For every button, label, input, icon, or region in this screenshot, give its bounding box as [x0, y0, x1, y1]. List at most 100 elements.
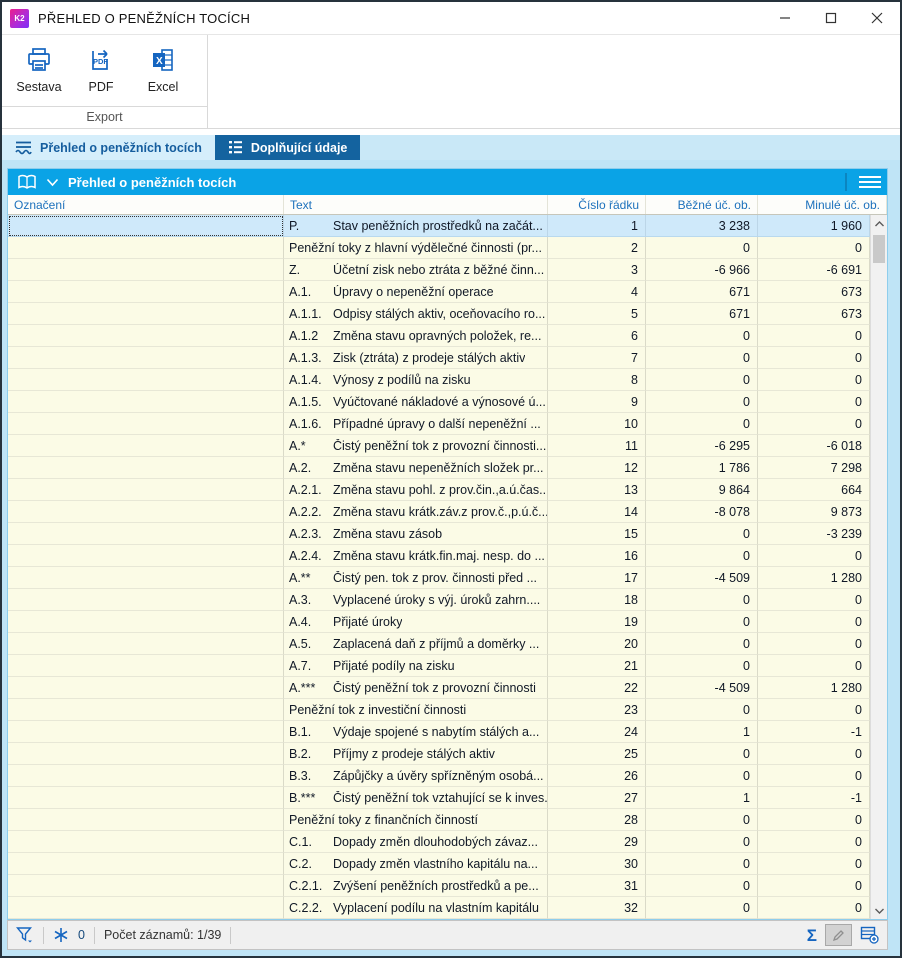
cell-previous-period: 0 — [758, 589, 870, 611]
table-row[interactable]: Peněžní tok z investiční činnosti 23 0 0 — [8, 699, 870, 721]
table-row[interactable]: P. Stav peněžních prostředků na začát...… — [8, 215, 870, 237]
cell-current-period: 0 — [646, 743, 758, 765]
cell-text: A.2.2. Změna stavu krátk.záv.z prov.č.,p… — [284, 501, 548, 523]
row-text: Účetní zisk nebo ztráta z běžné činn... — [333, 262, 545, 277]
row-prefix: A.1.2 — [289, 328, 319, 343]
table-row[interactable]: A.5. Zaplacená daň z příjmů a doměrky ..… — [8, 633, 870, 655]
table-row[interactable]: A.1.6. Případné úpravy o další nepeněžní… — [8, 413, 870, 435]
cell-text: B.3. Zápůjčky a úvěry spřízněným osobá..… — [284, 765, 548, 787]
table-row[interactable]: C.1. Dopady změn dlouhodobých závaz... 2… — [8, 831, 870, 853]
table-row[interactable]: A.4. Přijaté úroky 19 0 0 — [8, 611, 870, 633]
cell-previous-period: 0 — [758, 347, 870, 369]
row-text: Zvýšení peněžních prostředků a pe... — [333, 878, 539, 893]
table-row[interactable]: A.*** Čistý peněžní tok z provozní činno… — [8, 677, 870, 699]
table-row[interactable]: A.1. Úpravy o nepeněžní operace 4 671 67… — [8, 281, 870, 303]
row-text: Přijaté podíly na zisku — [333, 658, 455, 673]
excel-button[interactable]: X Excel — [132, 43, 194, 94]
column-header-minule-uc-ob[interactable]: Minulé úč. ob. — [758, 195, 887, 214]
maximize-button[interactable] — [808, 2, 854, 34]
cell-oznaceni — [8, 369, 284, 391]
table-row[interactable]: A.2.3. Změna stavu zásob 15 0 -3 239 — [8, 523, 870, 545]
cell-current-period: 1 — [646, 787, 758, 809]
row-prefix: B.1. — [289, 724, 312, 739]
row-text: Čistý peněžní tok vztahující se k inves.… — [333, 790, 547, 805]
table-row[interactable]: Peněžní toky z hlavní výdělečné činnosti… — [8, 237, 870, 259]
table-row[interactable]: A.* Čistý peněžní tok z provozní činnost… — [8, 435, 870, 457]
cell-previous-period: 0 — [758, 853, 870, 875]
tab-doplnujici-udaje[interactable]: Doplňující údaje — [214, 135, 361, 160]
book-icon[interactable] — [17, 174, 37, 190]
column-header-text[interactable]: Text — [284, 195, 548, 214]
cell-oznaceni — [8, 391, 284, 413]
sestava-button[interactable]: Sestava — [8, 43, 70, 94]
cell-oznaceni — [8, 479, 284, 501]
table-row[interactable]: A.2. Změna stavu nepeněžních složek pr..… — [8, 457, 870, 479]
grid-menu-button[interactable] — [853, 169, 887, 195]
cell-line-number: 27 — [548, 787, 646, 809]
cell-text: C.2.2. Vyplacení podílu na vlastním kapi… — [284, 897, 548, 919]
row-text: Přijaté úroky — [333, 614, 403, 629]
table-row[interactable]: B.1. Výdaje spojené s nabytím stálých a.… — [8, 721, 870, 743]
row-text: Změna stavu krátk.záv.z prov.č.,p.ú.č... — [333, 504, 547, 519]
chevron-down-icon[interactable] — [46, 178, 59, 187]
cell-oznaceni — [8, 457, 284, 479]
table-row[interactable]: A.1.4. Výnosy z podílů na zisku 8 0 0 — [8, 369, 870, 391]
table-row[interactable]: B.*** Čistý peněžní tok vztahující se k … — [8, 787, 870, 809]
close-button[interactable] — [854, 2, 900, 34]
table-row[interactable]: A.1.2 Změna stavu opravných položek, re.… — [8, 325, 870, 347]
table-row[interactable]: A.1.5. Vyúčtované nákladové a výnosové ú… — [8, 391, 870, 413]
cell-oznaceni — [8, 853, 284, 875]
table-row[interactable]: A.2.2. Změna stavu krátk.záv.z prov.č.,p… — [8, 501, 870, 523]
cell-current-period: 0 — [646, 589, 758, 611]
pdf-button[interactable]: PDF PDF — [70, 43, 132, 94]
row-text: Peněžní tok z investiční činnosti — [289, 702, 467, 717]
cell-oznaceni — [8, 589, 284, 611]
column-header-cislo-radku[interactable]: Číslo řádku — [548, 195, 646, 214]
cell-line-number: 20 — [548, 633, 646, 655]
add-record-button[interactable] — [860, 926, 879, 944]
table-row[interactable]: A.2.1. Změna stavu pohl. z prov.čin.,a.ú… — [8, 479, 870, 501]
cell-previous-period: 0 — [758, 765, 870, 787]
column-header-bezne-uc-ob[interactable]: Běžné úč. ob. — [646, 195, 758, 214]
cell-previous-period: 0 — [758, 699, 870, 721]
cell-line-number: 30 — [548, 853, 646, 875]
table-row[interactable]: B.3. Zápůjčky a úvěry spřízněným osobá..… — [8, 765, 870, 787]
freeze-button[interactable] — [53, 927, 69, 943]
scrollbar-track[interactable] — [871, 263, 887, 902]
sum-button[interactable]: Σ — [806, 925, 817, 945]
cell-oznaceni — [8, 523, 284, 545]
table-row[interactable]: B.2. Příjmy z prodeje stálých aktiv 25 0… — [8, 743, 870, 765]
cell-previous-period: 0 — [758, 897, 870, 919]
scroll-up-arrow[interactable] — [871, 215, 887, 232]
table-row[interactable]: C.2.1. Zvýšení peněžních prostředků a pe… — [8, 875, 870, 897]
table-row[interactable]: Z. Účetní zisk nebo ztráta z běžné činn.… — [8, 259, 870, 281]
column-header-oznaceni[interactable]: Označení — [8, 195, 284, 214]
scrollbar-thumb[interactable] — [873, 235, 885, 263]
table-row[interactable]: A.** Čistý pen. tok z prov. činnosti pře… — [8, 567, 870, 589]
table-row[interactable]: A.1.3. Zisk (ztráta) z prodeje stálých a… — [8, 347, 870, 369]
cell-current-period: 0 — [646, 545, 758, 567]
table-row[interactable]: C.2. Dopady změn vlastního kapitálu na..… — [8, 853, 870, 875]
table-row[interactable]: A.3. Vyplacené úroky s výj. úroků zahrn.… — [8, 589, 870, 611]
sestava-button-label: Sestava — [16, 80, 62, 94]
table-row[interactable]: A.7. Přijaté podíly na zisku 21 0 0 — [8, 655, 870, 677]
edit-button-disabled[interactable] — [825, 924, 852, 946]
table-row[interactable]: C.2.2. Vyplacení podílu na vlastním kapi… — [8, 897, 870, 919]
pencil-icon — [832, 929, 844, 941]
table-row[interactable]: A.1.1. Odpisy stálých aktiv, oceňovacího… — [8, 303, 870, 325]
tab-prehled-o-peneznich-tocich[interactable]: Přehled o peněžních tocích — [2, 135, 215, 160]
minimize-button[interactable] — [762, 2, 808, 34]
table-row[interactable]: A.2.4. Změna stavu krátk.fin.maj. nesp. … — [8, 545, 870, 567]
k2-app-icon: K2 — [10, 8, 29, 28]
vertical-scrollbar[interactable] — [870, 215, 887, 919]
cell-text: A.5. Zaplacená daň z příjmů a doměrky ..… — [284, 633, 548, 655]
cell-previous-period: 1 280 — [758, 567, 870, 589]
record-count: Počet záznamů: 1/39 — [103, 928, 222, 942]
filter-button[interactable] — [16, 926, 34, 944]
export-group-label: Export — [2, 106, 207, 128]
scroll-down-arrow[interactable] — [871, 902, 887, 919]
cell-text: A.1.2 Změna stavu opravných položek, re.… — [284, 325, 548, 347]
cell-oznaceni — [8, 699, 284, 721]
cell-current-period: 0 — [646, 853, 758, 875]
table-row[interactable]: Peněžní toky z finančních činností 28 0 … — [8, 809, 870, 831]
